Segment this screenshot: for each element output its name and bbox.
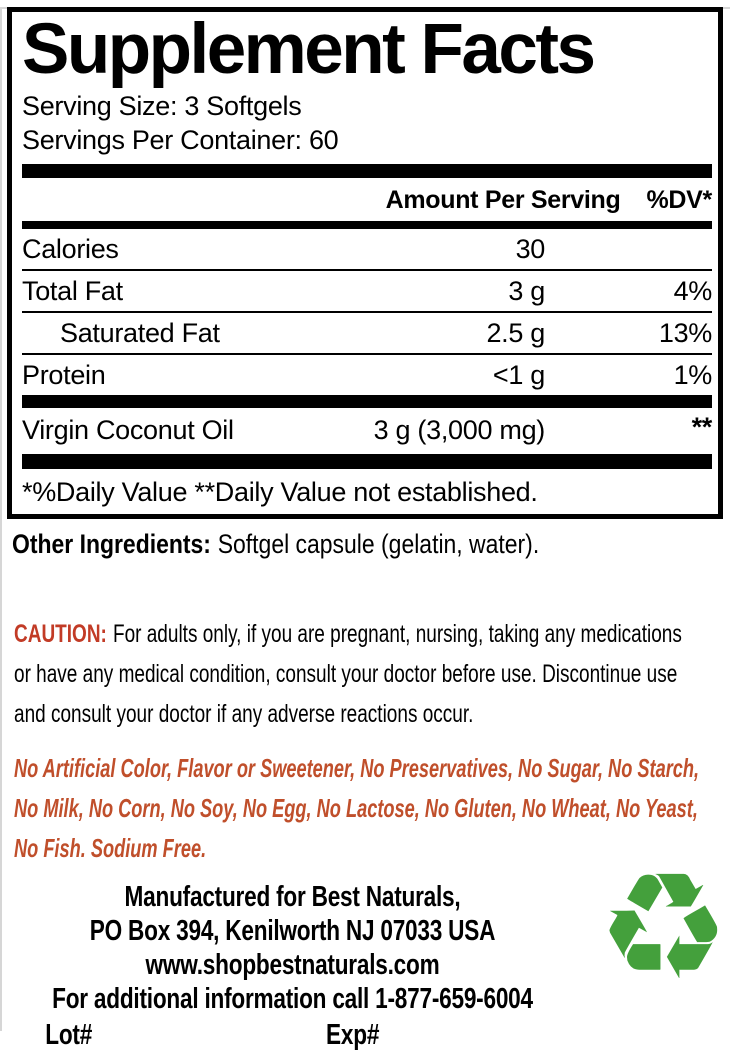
supplement-facts-panel: Supplement Facts Serving Size: 3 Softgel…	[7, 7, 723, 520]
nutrient-dv: 1%	[673, 360, 713, 391]
supplement-label: Supplement Facts Serving Size: 3 Softgel…	[0, 7, 730, 1051]
divider-thick-top	[22, 164, 712, 179]
caution-label: CAUTION:	[14, 620, 107, 649]
nutrient-name: Calories	[22, 234, 119, 265]
caution-line: or have any medical condition, consult y…	[14, 660, 678, 689]
claims-line: No Milk, No Corn, No Soy, No Egg, No Lac…	[14, 793, 698, 824]
column-header-row: Amount Per Serving %DV*	[22, 178, 713, 221]
manufacturer-website: www.shopbestnaturals.com	[145, 949, 440, 982]
claims-line: No Fish. Sodium Free.	[14, 833, 207, 864]
nutrient-name: Total Fat	[22, 276, 123, 307]
recycle-icon: ♻	[597, 841, 730, 1013]
table-row-calories: Calories 30	[22, 229, 712, 269]
other-ingredients-label: Other Ingredients:	[12, 529, 211, 560]
nutrient-amount: <1 g	[492, 360, 545, 391]
table-row-virgin-coconut-oil: Virgin Coconut Oil 3 g (3,000 mg) **	[22, 408, 712, 454]
servings-per-container: Servings Per Container: 60	[22, 125, 339, 156]
divider-medium	[22, 221, 712, 230]
divider-thick-mid	[22, 395, 712, 409]
serving-size: Serving Size: 3 Softgels	[22, 91, 302, 122]
nutrient-amount: 2.5 g	[486, 318, 545, 349]
panel-title: Supplement Facts	[22, 10, 596, 89]
table-row-protein: Protein <1 g 1%	[22, 353, 712, 395]
table-row-total-fat: Total Fat 3 g 4%	[22, 269, 712, 311]
manufacturer-phone: For additional information call 1-877-65…	[52, 983, 533, 1016]
divider-thick-bottom	[22, 454, 712, 470]
ingredient-dv: **	[691, 412, 713, 443]
column-header-amount: Amount Per Serving	[385, 186, 621, 215]
caution-paragraph: CAUTION: For adults only, if you are preg…	[14, 614, 730, 734]
daily-value-footnote: *%Daily Value **Daily Value not establis…	[22, 477, 538, 508]
caution-text: For adults only, if you are pregnant, nu…	[112, 620, 682, 649]
other-ingredients-text: Softgel capsule (gelatin, water).	[217, 529, 540, 560]
manufacturer-address: PO Box 394, Kenilworth NJ 07033 USA	[89, 915, 496, 948]
column-header-dv: %DV*	[646, 186, 713, 215]
ingredient-amount: 3 g (3,000 mg)	[373, 415, 546, 446]
nutrient-amount: 3 g	[508, 276, 545, 307]
manufacturer-block: Manufactured for Best Naturals, PO Box 3…	[0, 880, 585, 1052]
table-row-saturated-fat: Saturated Fat 2.5 g 13%	[22, 311, 712, 353]
caution-line: and consult your doctor if any adverse r…	[14, 700, 474, 729]
manufacturer-line: Manufactured for Best Naturals,	[124, 881, 461, 914]
lot-exp-row: Lot# Exp#	[0, 1018, 585, 1052]
other-ingredients: Other Ingredients: Softgel capsule (gelat…	[12, 529, 730, 560]
caution-line: CAUTION: For adults only, if you are preg…	[14, 614, 730, 654]
nutrient-amount: 30	[515, 234, 546, 265]
ingredient-name: Virgin Coconut Oil	[22, 415, 234, 446]
nutrient-name: Protein	[22, 360, 106, 391]
nutrient-dv: 4%	[673, 276, 713, 307]
nutrient-name: Saturated Fat	[60, 318, 220, 349]
exp-date-label: Exp#	[326, 1019, 380, 1052]
nutrient-dv: 13%	[658, 318, 712, 349]
claims-line: No Artificial Color, Flavor or Sweetener…	[14, 753, 700, 784]
claims-paragraph: No Artificial Color, Flavor or Sweetener…	[14, 748, 730, 868]
lot-number-label: Lot#	[45, 1019, 93, 1052]
